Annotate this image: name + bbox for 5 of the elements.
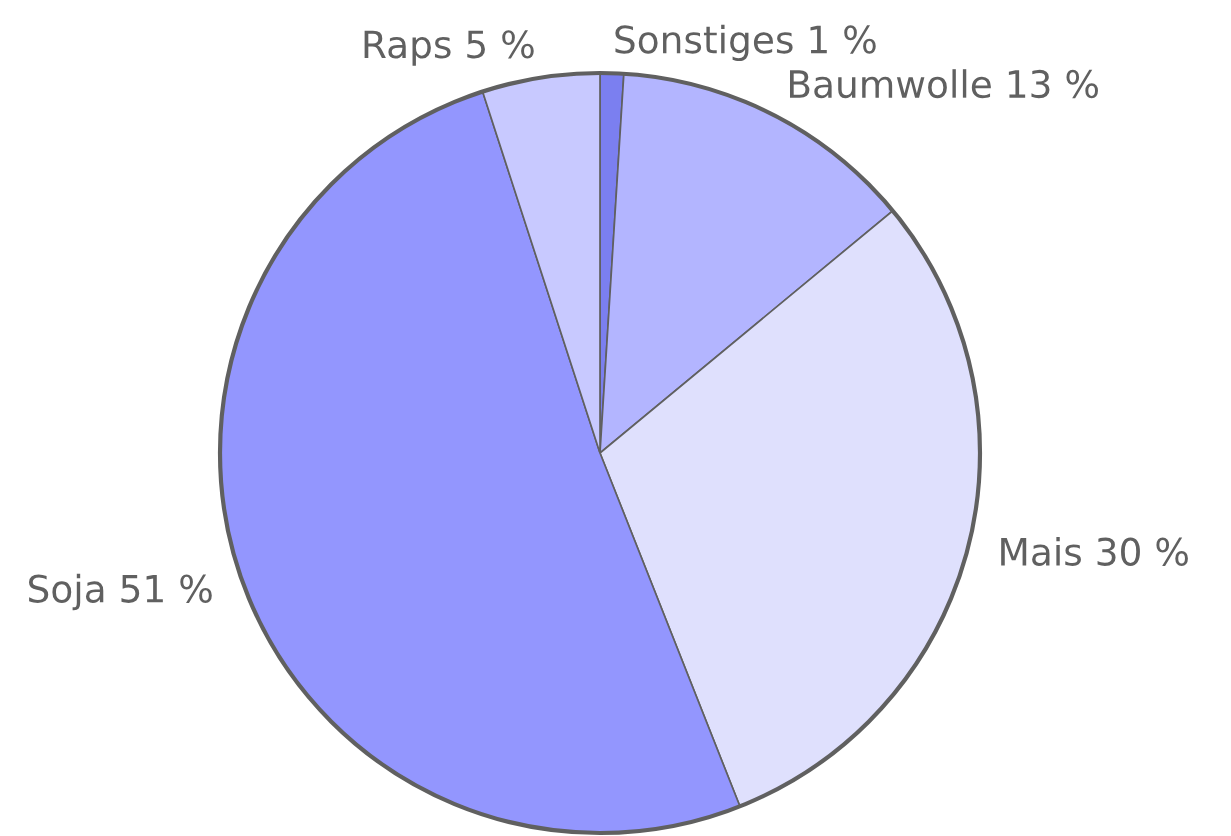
slice-label: Baumwolle 13 % <box>790 69 1098 99</box>
slice-label: Sonstiges 1 % <box>615 24 876 61</box>
slice-label: Soja 51 % <box>29 573 212 611</box>
slice-label: Raps 5 % <box>364 30 534 66</box>
slice-label: Mais 30 % <box>1001 536 1188 566</box>
